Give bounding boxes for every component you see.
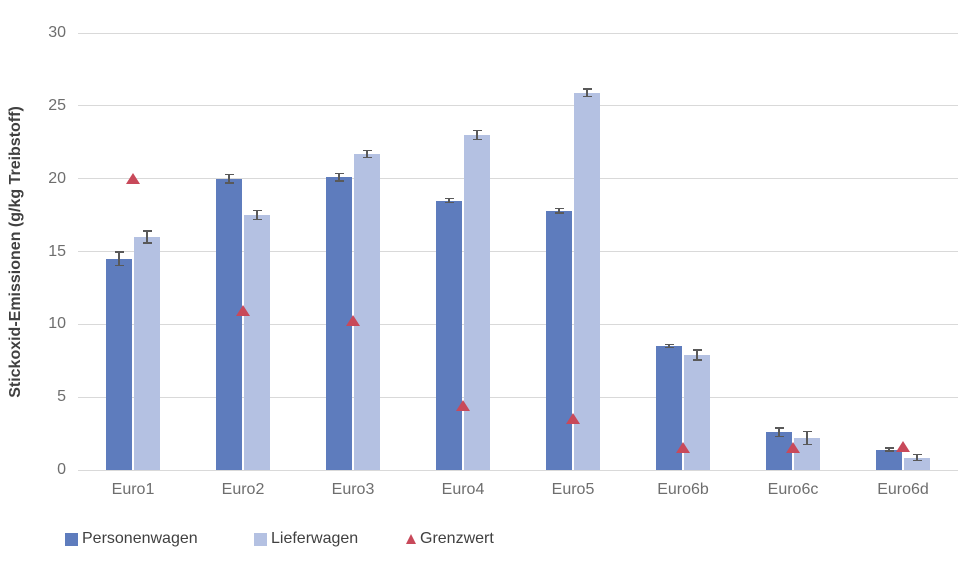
legend-label-lieferwagen: Lieferwagen [271,530,359,547]
grenzwert-marker-icon [896,440,910,452]
x-tick-label: Euro6d [877,481,929,498]
error-bar-cap [362,149,372,151]
error-bar-cap [224,173,234,176]
error-bar [476,130,478,140]
error-bar-cap [774,435,784,438]
error-bar-cap [444,201,454,204]
error-bar [118,252,120,266]
y-tick-label: 0 [57,461,66,478]
error-bar-cap [774,427,784,429]
error-bar-cap [114,251,124,253]
error-bar-cap [554,207,564,210]
error-bar-cap [884,450,894,452]
error-bar [256,210,258,220]
error-bar [888,448,890,452]
grenzwert-marker-icon [566,413,580,425]
legend-label-personenwagen: Personenwagen [82,530,198,547]
x-tick-label: Euro3 [331,481,375,498]
error-bar-cap [362,156,372,159]
error-bar-cap [334,180,344,182]
error-bar-cap [554,212,564,214]
x-tick-label: Euro5 [551,481,595,498]
gridline [78,178,958,180]
error-bar-cap [582,95,592,98]
legend-label-grenzwert: Grenzwert [420,530,494,547]
error-bar-cap [142,230,152,232]
x-tick-label: Euro6c [767,481,819,498]
grenzwert-marker-icon [676,442,690,454]
y-tick-label: 25 [48,96,66,114]
grenzwert-marker-icon [786,442,800,454]
error-bar-cap [252,209,262,212]
error-bar-cap [912,453,922,456]
error-bar-cap [334,172,344,175]
personenwagen-swatch-icon [65,532,78,546]
error-bar [806,431,808,445]
error-bar [228,174,230,184]
grenzwert-marker-icon [236,305,250,317]
x-tick-label: Euro1 [111,481,155,498]
error-bar-cap [664,346,674,349]
y-tick-label: 20 [48,169,66,187]
error-bar-cap [692,359,702,361]
bar-lieferwagen [574,92,600,470]
x-tick-label: Euro4 [441,481,485,498]
legend-item-lieferwagen: Lieferwagen [254,528,358,550]
grenzwert-marker-icon [456,399,470,411]
error-bar [366,150,368,158]
error-bar-cap [912,459,922,462]
x-tick-label: Euro6b [657,481,709,498]
bar-lieferwagen [244,215,270,470]
bar-lieferwagen [134,236,160,470]
gridline [78,469,958,471]
error-bar-cap [114,264,124,267]
legend-item-personenwagen: Personenwagen [65,528,198,550]
error-bar-cap [884,447,894,449]
error-bar-cap [142,242,152,244]
grenzwert-marker-icon [126,172,140,184]
bar-lieferwagen [354,153,380,470]
y-tick-label: 5 [57,388,66,406]
gridline [78,32,958,34]
legend-item-grenzwert: Grenzwert [406,528,494,550]
bar-personenwagen [436,200,462,470]
error-bar [668,344,670,348]
error-bar-cap [692,349,702,351]
error-bar [696,349,698,360]
error-bar [146,231,148,243]
gridline [78,323,958,325]
error-bar [778,427,780,437]
grenzwert-triangle-icon [406,534,416,544]
error-bar-cap [802,430,812,433]
error-bar-cap [472,138,482,141]
bar-lieferwagen [904,457,930,470]
error-bar-cap [444,197,454,200]
y-tick-label: 15 [48,242,66,260]
lieferwagen-swatch-icon [254,532,267,546]
error-bar-cap [224,182,234,184]
error-bar-cap [582,88,592,90]
error-bar [448,198,450,203]
y-tick-label: 30 [48,24,66,41]
error-bar-cap [664,343,674,346]
error-bar [916,454,918,461]
gridline [78,396,958,398]
error-bar [338,173,340,181]
error-bar [586,89,588,97]
error-bar-cap [472,129,482,132]
bar-lieferwagen [464,134,490,470]
bar-personenwagen [546,210,572,470]
gridline [78,251,958,252]
error-bar-cap [252,218,262,221]
y-tick-label: 10 [48,315,66,333]
x-tick-label: Euro2 [221,481,265,498]
grenzwert-marker-icon [346,315,360,327]
bar-personenwagen [876,449,902,470]
bar-personenwagen [216,178,242,470]
gridline [78,105,958,107]
bar-personenwagen [106,258,132,470]
error-bar-cap [802,443,812,446]
error-bar [558,208,560,213]
